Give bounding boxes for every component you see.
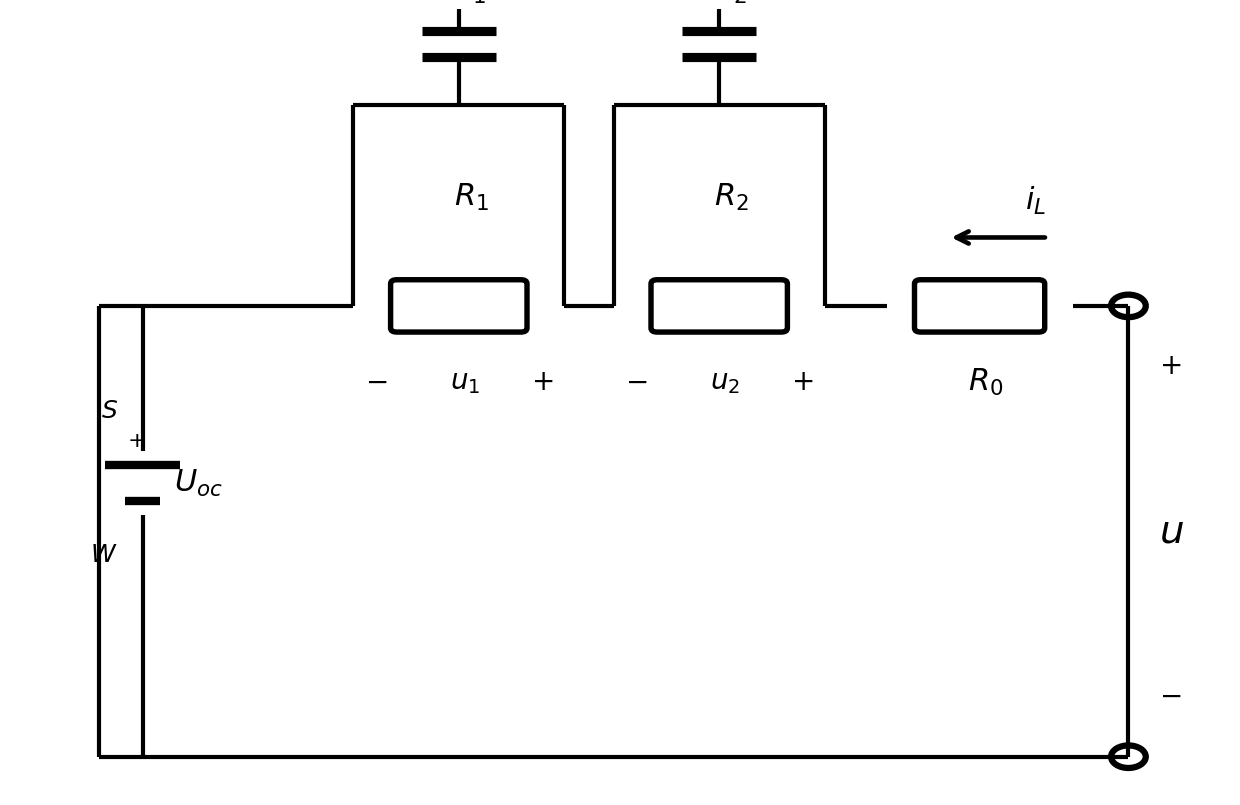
Text: $R_0$: $R_0$ — [968, 367, 1003, 398]
Text: $C_1$: $C_1$ — [451, 0, 486, 6]
Text: $R_2$: $R_2$ — [714, 182, 749, 213]
FancyBboxPatch shape — [915, 279, 1044, 332]
Text: $-$: $-$ — [625, 369, 647, 396]
Text: $+$: $+$ — [1159, 353, 1182, 380]
Text: $C_2$: $C_2$ — [712, 0, 746, 6]
Text: $+$: $+$ — [791, 369, 813, 396]
Text: $U_{oc}$: $U_{oc}$ — [174, 468, 222, 498]
Text: $i_L$: $i_L$ — [1024, 185, 1047, 217]
Text: $R_1$: $R_1$ — [454, 182, 489, 213]
Text: $W$: $W$ — [91, 543, 118, 568]
Text: $+$: $+$ — [128, 430, 145, 452]
Text: $+$: $+$ — [531, 369, 553, 396]
Text: $u_2$: $u_2$ — [711, 369, 740, 396]
Text: $-$: $-$ — [1159, 683, 1182, 710]
FancyBboxPatch shape — [651, 279, 787, 332]
Text: $u_1$: $u_1$ — [450, 369, 480, 396]
FancyBboxPatch shape — [391, 279, 527, 332]
Text: $u$: $u$ — [1159, 512, 1184, 551]
Text: $-$: $-$ — [365, 369, 387, 396]
Text: $S$: $S$ — [100, 398, 118, 423]
